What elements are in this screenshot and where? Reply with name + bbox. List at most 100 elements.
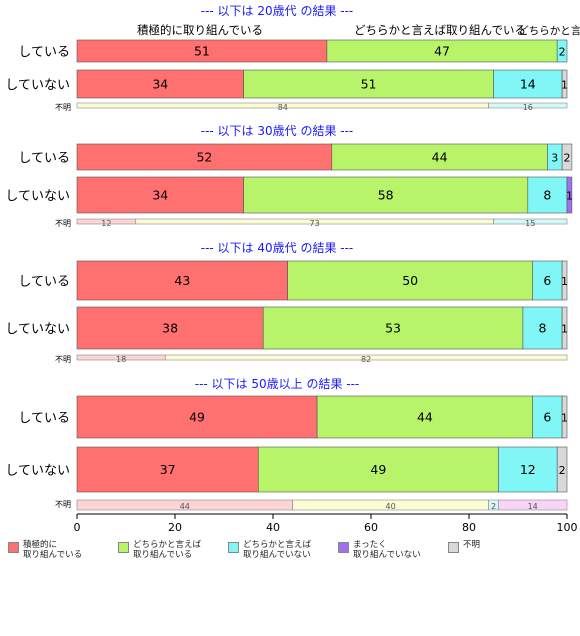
group-title: --- 以下は 30歳代 の結果 ---	[201, 124, 354, 138]
bar-segment	[76, 395, 318, 439]
row-label: していない	[5, 464, 70, 479]
bar-value-label: 49	[370, 462, 386, 477]
unknown-bar-segment	[488, 102, 568, 109]
unknown-row-label: 不明	[55, 355, 71, 364]
bar-value-label: 58	[378, 188, 394, 203]
bar-segment	[556, 39, 568, 63]
unknown-bar-segment	[498, 499, 568, 511]
group-title: --- 以下は 20歳代 の結果 ---	[201, 4, 354, 18]
unknown-value-label: 84	[278, 103, 288, 112]
row-label: している	[18, 275, 70, 290]
bar-value-label: 37	[160, 462, 176, 477]
legend-label: どちらかと言えば 取り組んでいない	[243, 540, 312, 560]
bar-segment	[316, 395, 534, 439]
x-tick-label: 100	[557, 521, 578, 534]
bar-segment	[76, 306, 264, 350]
bar-segment	[76, 260, 288, 301]
legend-swatch	[118, 542, 129, 553]
unknown-value-label: 18	[116, 355, 126, 364]
bar-segment	[243, 176, 529, 214]
unknown-value-label: 12	[101, 219, 111, 228]
legend-item: どちらかと言えば 取り組んでいる	[118, 540, 228, 560]
bar-value-label: 43	[174, 273, 190, 288]
row-label: している	[18, 411, 70, 426]
top-label-positive: 積極的に取り組んでいる	[137, 23, 263, 37]
unknown-bar-segment	[493, 218, 568, 225]
legend-label: どちらかと言えば 取り組んでいる	[133, 540, 202, 560]
legend: 積極的に 取り組んでいる どちらかと言えば 取り組んでいる どちらかと言えば 取り組…	[8, 540, 508, 560]
top-label-somewhat: どちらかと言えば取り組んでいる	[354, 23, 526, 37]
bar-value-label: 2	[559, 464, 566, 477]
legend-item: 不明	[448, 540, 508, 560]
unknown-value-label: 40	[386, 502, 396, 511]
unknown-row-label: 不明	[55, 103, 71, 112]
bar-segment	[76, 176, 244, 214]
row-label: している	[18, 45, 70, 60]
legend-swatch	[228, 542, 239, 553]
bar-value-label: 1	[561, 275, 568, 288]
bar-segment	[556, 446, 568, 493]
bar-segment	[257, 446, 499, 493]
top-label-not: どちらかと言え...	[518, 24, 580, 37]
legend-label: まったく 取り組んでいない	[353, 540, 421, 560]
row-label: していない	[5, 322, 70, 337]
unknown-value-label: 16	[523, 103, 533, 112]
bar-value-label: 49	[189, 410, 205, 425]
bar-value-label: 3	[551, 152, 558, 165]
bar-value-label: 1	[561, 79, 568, 92]
legend-label: 不明	[463, 540, 481, 550]
row-label: している	[18, 151, 70, 166]
legend-item: まったく 取り組んでいない	[338, 540, 448, 560]
bar-segment	[287, 260, 534, 301]
x-tick-label: 60	[364, 521, 378, 534]
unknown-value-label: 44	[180, 502, 190, 511]
row-label: していない	[5, 189, 70, 204]
bar-segment	[76, 446, 259, 493]
row-label: していない	[5, 78, 70, 93]
legend-label: 積極的に 取り組んでいる	[23, 540, 83, 560]
bar-value-label: 8	[543, 188, 551, 203]
bar-segment	[566, 176, 573, 214]
bar-segment	[561, 306, 568, 350]
bar-value-label: 44	[432, 150, 448, 165]
unknown-bar-segment	[164, 354, 568, 361]
bar-value-label: 47	[434, 44, 450, 59]
bar-segment	[331, 143, 548, 171]
legend-swatch	[8, 542, 19, 553]
legend-swatch	[338, 542, 349, 553]
bar-value-label: 38	[162, 321, 178, 336]
bar-value-label: 51	[361, 77, 377, 92]
bar-value-label: 1	[561, 323, 568, 336]
bar-value-label: 2	[564, 152, 571, 165]
group-title: --- 以下は 50歳以上 の結果 ---	[195, 377, 360, 391]
bar-value-label: 44	[417, 410, 433, 425]
x-tick-label: 80	[462, 521, 476, 534]
bar-segment	[262, 306, 524, 350]
bar-segment	[76, 69, 244, 99]
bar-segment	[561, 143, 573, 171]
group-title: --- 以下は 40歳代 の結果 ---	[201, 241, 354, 255]
unknown-value-label: 2	[491, 502, 496, 511]
bar-value-label: 53	[385, 321, 401, 336]
bar-value-label: 50	[402, 273, 418, 288]
bar-value-label: 51	[194, 44, 210, 59]
unknown-value-label: 82	[361, 355, 371, 364]
bar-segment	[522, 306, 563, 350]
bar-value-label: 1	[566, 190, 573, 203]
unknown-row-label: 不明	[55, 500, 71, 509]
legend-item: どちらかと言えば 取り組んでいない	[228, 540, 338, 560]
bar-value-label: 52	[196, 150, 212, 165]
bar-value-label: 12	[520, 462, 536, 477]
legend-swatch	[448, 542, 459, 553]
unknown-value-label: 73	[310, 219, 320, 228]
legend-item: 積極的に 取り組んでいる	[8, 540, 118, 560]
x-tick-label: 0	[74, 521, 81, 534]
bar-segment	[76, 143, 333, 171]
bar-value-label: 6	[543, 410, 551, 425]
unknown-value-label: 15	[525, 219, 535, 228]
bar-segment	[493, 69, 563, 99]
bar-value-label: 34	[152, 77, 168, 92]
bar-segment	[243, 69, 494, 99]
bar-segment	[561, 395, 568, 439]
